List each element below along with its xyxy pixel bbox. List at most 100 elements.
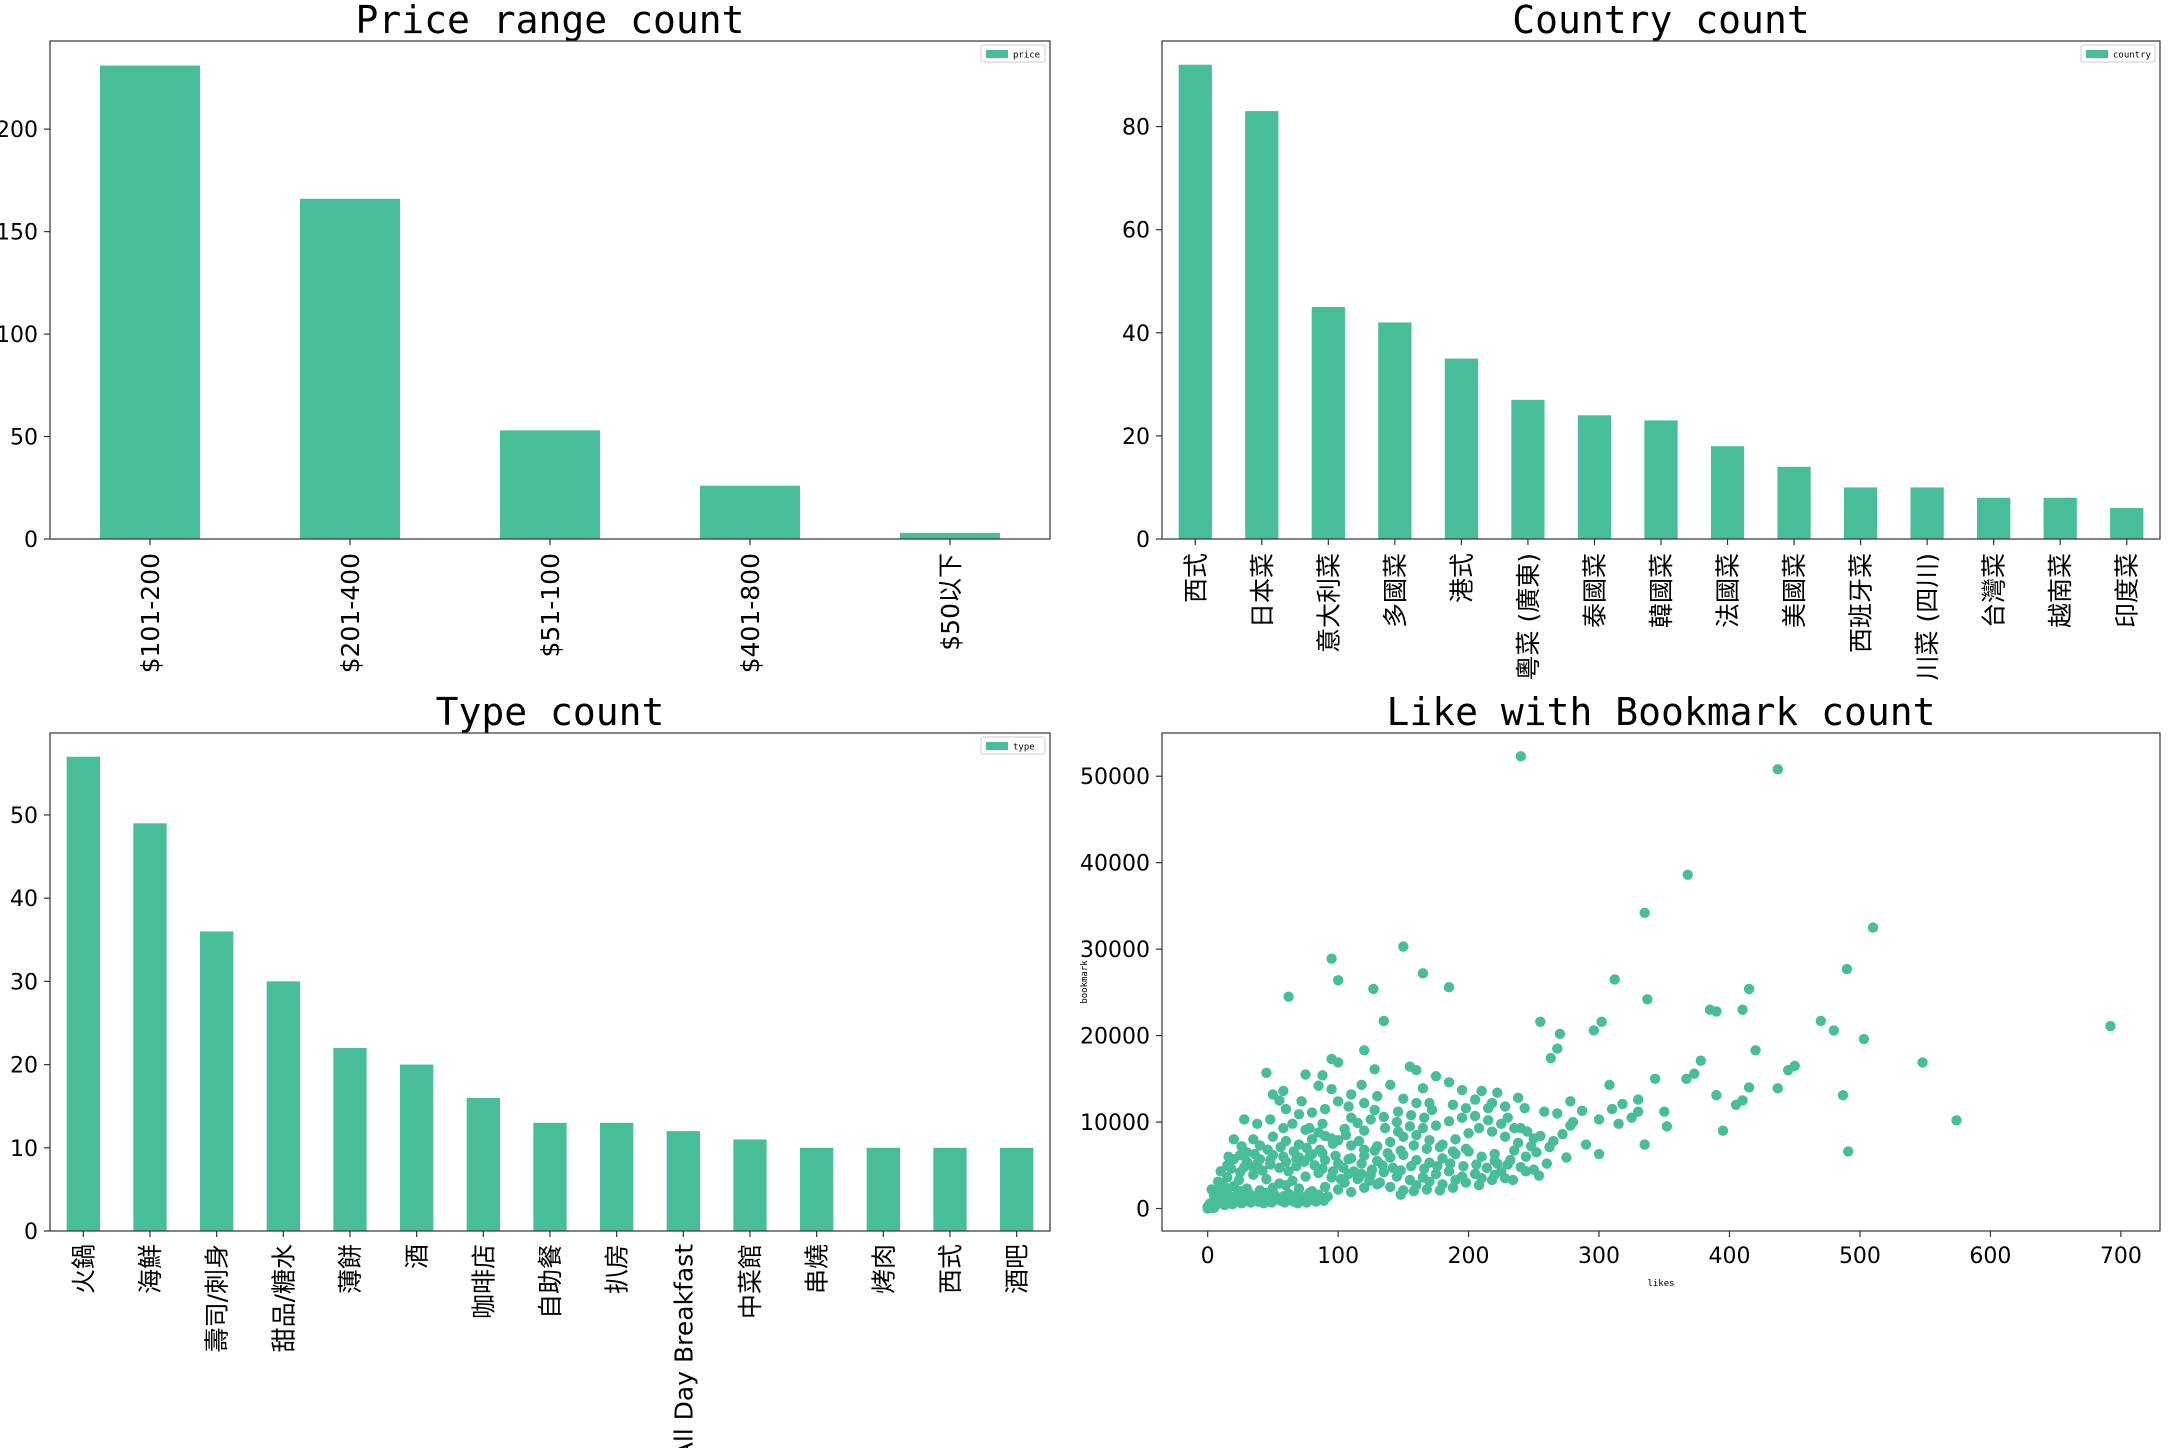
y-tick-label: 80 [1122,116,1150,141]
y-tick-label: 30 [10,970,38,995]
bar [600,1122,634,1231]
y-tick-label: 0 [24,1220,38,1245]
bar [1245,111,1279,539]
scatter-point [1296,1096,1307,1107]
bar [533,1122,567,1231]
x-tick-label: 300 [1578,1244,1620,1269]
legend-label: price [1013,51,1040,61]
scatter-point [1917,1057,1928,1068]
scatter-point [1499,1173,1511,1184]
scatter-point [1262,1144,1273,1155]
scatter-point [1473,1179,1485,1191]
category-label: 酒 [403,1244,432,1269]
scatter-point [1576,1105,1588,1117]
scatter-point [1609,974,1620,985]
scatter-point [1430,1071,1442,1082]
scatter-point [1419,1163,1430,1174]
scatter-point [1306,1134,1318,1145]
scatter-point [1519,1103,1530,1114]
scatter-point [1565,1096,1576,1107]
scatter-point [1456,1112,1468,1123]
category-label: $401-800 [736,553,765,673]
scatter-point [1419,1112,1430,1123]
scatter-point [1319,1103,1331,1115]
scatter-point [1293,1109,1305,1120]
y-tick-label: 150 [0,221,38,246]
scatter-point [1254,1140,1266,1151]
scatter-point [1343,1168,1354,1180]
category-label: 韓國菜 [1647,553,1676,628]
scatter-point [1617,1098,1628,1110]
scatter-point [1345,1112,1357,1123]
scatter-point [1447,1099,1459,1110]
bar [500,430,600,539]
scatter-point [1632,1094,1644,1105]
y-tick-label: 40 [1122,322,1150,347]
x-tick-label: 0 [1201,1244,1215,1269]
scatter-point [1561,1152,1572,1163]
bar [300,198,400,539]
y-tick-label: 10 [10,1137,38,1162]
scatter-point [1223,1151,1234,1162]
scatter-point [1471,1159,1482,1170]
category-label: 扒房 [603,1244,632,1294]
scatter-point [1613,1118,1624,1129]
scatter-point [1404,1121,1416,1132]
category-label: $51-100 [536,553,565,657]
category-label: 西式 [1181,553,1210,603]
scatter-point [1300,1171,1311,1182]
legend-swatch [986,742,1008,750]
axes-frame [49,40,1051,540]
scatter-point [1326,1084,1337,1095]
category-label: 西班牙菜 [1847,553,1876,653]
scatter-point [1512,1092,1524,1104]
category-label: 泰國菜 [1580,553,1609,628]
scatter-point [1499,1131,1511,1142]
scatter-point [1469,1094,1481,1105]
bar [1444,358,1479,539]
scatter-point [1737,1004,1748,1015]
scatter-point [1379,1122,1391,1134]
category-label: 甜品/糖水 [269,1244,298,1352]
scatter-point [1456,1084,1468,1096]
bar [666,1131,700,1231]
scatter-point [1300,1069,1311,1080]
scatter-point [1356,1079,1367,1091]
category-label: 酒吧 [1003,1244,1032,1294]
scatter-point [1486,1097,1498,1109]
scatter-point [1661,1121,1673,1132]
scatter-point [1476,1151,1487,1162]
scatter-point [1750,1045,1761,1056]
scatter-point [1867,922,1879,933]
scatter-point [1252,1118,1263,1129]
scatter-point [1330,1150,1341,1161]
scatter-point [1385,1136,1396,1148]
scatter-point [1313,1080,1324,1091]
scatter-point [1520,1151,1532,1162]
y-tick-label: 40000 [1080,852,1150,877]
bar [1378,322,1412,539]
scatter-point [1369,1145,1380,1156]
scatter-point [1837,1090,1849,1101]
scatter-point [1319,1181,1331,1193]
scatter-point [1593,1148,1605,1160]
category-label: 粵菜 (廣東) [1514,553,1543,680]
scatter-point [1460,1103,1472,1114]
scatter-point [1424,1097,1435,1109]
scatter-point [1743,983,1755,995]
scatter-point [1424,1135,1435,1146]
scatter-point [1417,1083,1429,1094]
chart-panel-3: Type count 0 10 20 30 40 50 火鍋 海鮮 壽司/刺身 甜品/糖水 薄餅 酒 咖啡… [10,690,1051,1448]
legend-swatch [2086,50,2108,58]
scatter-point [1345,1186,1357,1198]
category-label: 西式 [936,1244,965,1294]
scatter-point [1210,1192,1221,1203]
category-label: 越南菜 [2046,553,2075,628]
scatter-point [1841,963,1853,975]
scatter-point [1649,1073,1661,1085]
scatter-point [1372,1090,1383,1102]
category-label: 串燒 [803,1244,832,1294]
scatter-point [1858,1033,1870,1045]
scatter-point [1533,1170,1545,1181]
